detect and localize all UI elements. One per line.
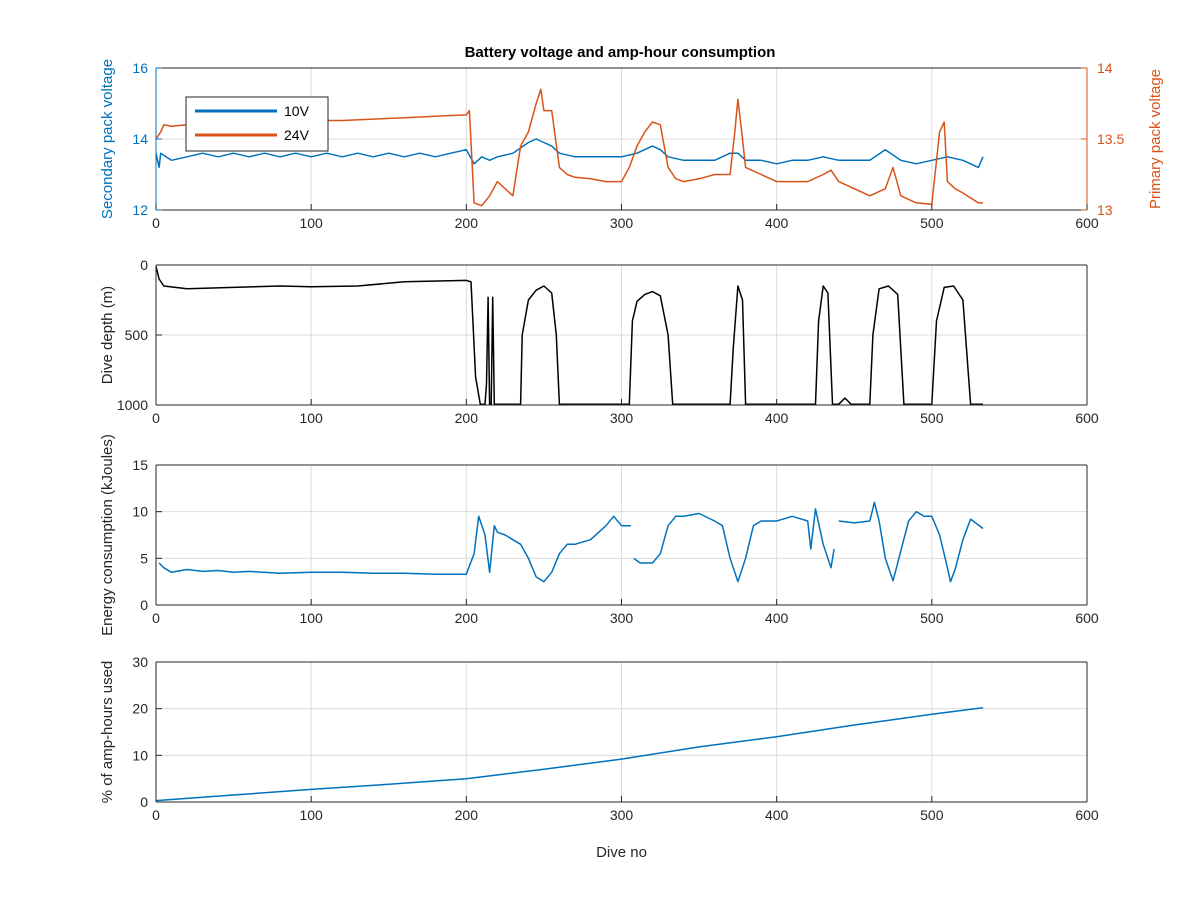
y-tick-label: 20 [132,701,148,717]
legend-label-24v: 24V [284,127,310,143]
series-line-3 [838,501,984,583]
x-tick-label: 300 [610,215,634,231]
x-tick-label: 600 [1075,410,1099,426]
figure-title: Battery voltage and amp-hour consumption [465,44,776,61]
subplot-3: 0 100 200 300 400 500 600 0 5 10 15 Energy consumpt… [99,434,1099,636]
y-tick-label: 10 [132,747,148,763]
x-tick-label: 600 [1075,807,1099,823]
x-axis-label: Dive no [596,844,647,861]
x-tick-label: 0 [152,610,160,626]
x-tick-label: 100 [299,410,323,426]
y-right-tick-label: 14 [1097,60,1113,76]
series-line-10v [155,138,984,169]
y-tick-label: 0 [140,794,148,810]
x-tick-label: 100 [299,610,323,626]
y-tick-label: 5 [140,550,148,566]
y-right-tick-label: 13 [1097,202,1113,218]
x-tick-label: 100 [299,215,323,231]
series-line-2 [633,508,835,583]
y-axis-label-right: Primary pack voltage [1147,69,1164,209]
y-axis-label: Dive depth (m) [99,286,116,384]
series-line-1 [155,706,984,802]
x-tick-label: 100 [299,807,323,823]
legend-label-10v: 10V [284,103,310,119]
y-tick-label: 14 [132,131,148,147]
subplot-4: 0 100 200 300 400 500 600 0 10 20 30 % of amp-hours… [99,654,1099,861]
x-tick-label: 400 [765,410,789,426]
x-tick-label: 0 [152,410,160,426]
legend: 10V 24V [185,96,329,152]
series-line-24v [155,88,983,207]
y-axis-label: Energy consumption (kJoules) [99,434,116,636]
y-tick-label: 30 [132,654,148,670]
x-tick-label: 0 [152,215,160,231]
y-tick-label: 15 [132,457,148,473]
x-tick-label: 200 [455,807,479,823]
x-tick-label: 500 [920,410,944,426]
y-axis-label: Secondary pack voltage [99,59,116,219]
x-tick-label: 200 [455,610,479,626]
x-tick-label: 300 [610,610,634,626]
x-tick-label: 500 [920,610,944,626]
x-tick-label: 300 [610,410,634,426]
y-tick-label: 0 [140,597,148,613]
y-tick-label: 0 [140,257,148,273]
x-tick-label: 600 [1075,610,1099,626]
x-tick-label: 0 [152,807,160,823]
x-tick-label: 500 [920,807,944,823]
series-line-1 [155,266,983,406]
y-tick-label: 16 [132,60,148,76]
x-tick-label: 200 [455,410,479,426]
y-axis-label: % of amp-hours used [99,661,116,804]
x-tick-label: 500 [920,215,944,231]
x-tick-label: 600 [1075,215,1099,231]
series-line-1 [158,515,631,583]
y-tick-label: 10 [132,504,148,520]
subplots: 0 100 200 300 400 500 6001214161313.514Seconda… [99,59,1164,861]
x-tick-label: 400 [765,807,789,823]
x-tick-label: 400 [765,215,789,231]
y-tick-label: 500 [125,327,149,343]
y-right-tick-label: 13.5 [1097,131,1124,147]
y-tick-label: 1000 [117,397,148,413]
legend-box [185,96,329,152]
subplot-1: 0 100 200 300 400 500 600 12 14 16 13 13.5 14 Seconda… [99,59,1164,231]
x-tick-label: 400 [765,610,789,626]
x-tick-label: 200 [455,215,479,231]
y-tick-label: 12 [132,202,148,218]
x-tick-label: 300 [610,807,634,823]
